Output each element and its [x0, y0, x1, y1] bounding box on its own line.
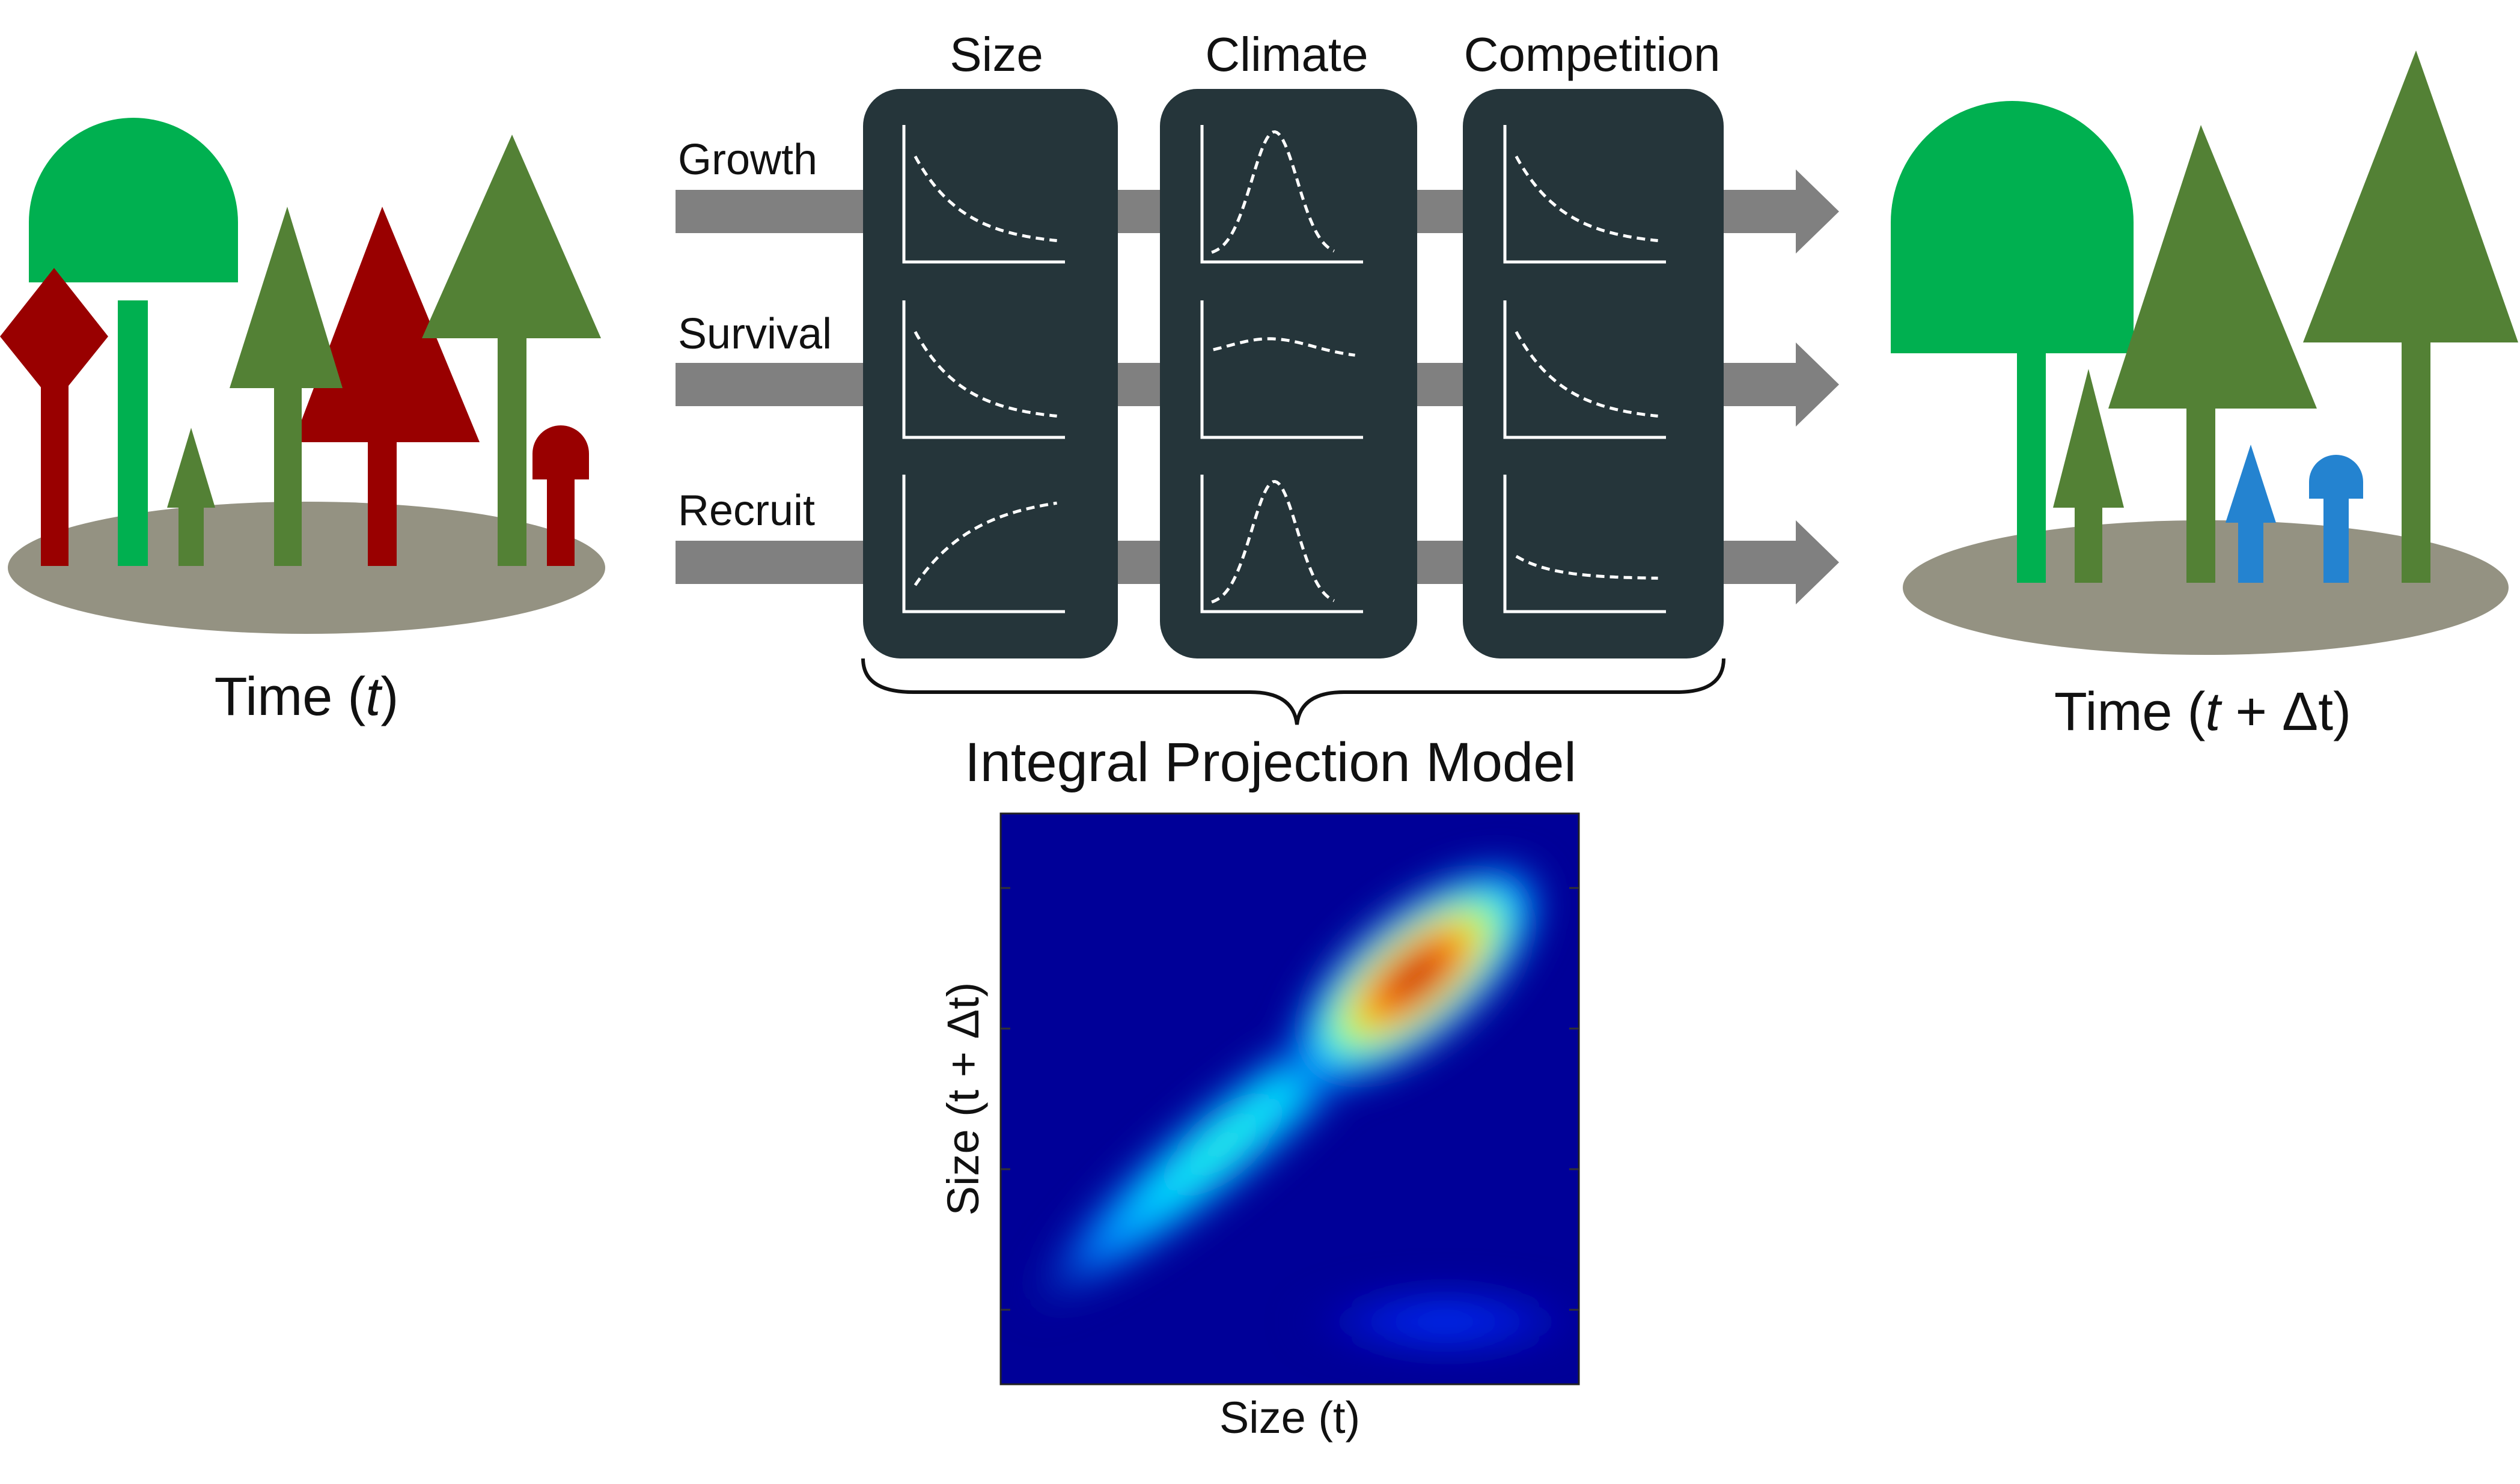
- axes-survival-size: [902, 300, 1065, 439]
- right-forest-illustration: [1891, 50, 2518, 655]
- axes-growth-competition: [1503, 125, 1666, 264]
- column-label-climate: Climate: [1205, 28, 1368, 81]
- model-brace: [861, 658, 1725, 725]
- kernel-peak: [1281, 857, 1550, 1096]
- axes-survival-competition: [1503, 300, 1666, 439]
- axes-recruit-competition: [1503, 475, 1666, 613]
- right-ground: [1903, 520, 2509, 655]
- model-title: Integral Projection Model: [965, 732, 1576, 793]
- recruit-flow-arrow: [676, 520, 1839, 604]
- curve-survival-size: [914, 330, 1057, 418]
- right-time-caption: Time (t + Δt): [2054, 682, 2351, 742]
- growth-flow-arrow: [676, 169, 1839, 254]
- curve-survival-climate: [1213, 337, 1355, 357]
- axes-survival-climate: [1200, 300, 1363, 439]
- row-label-recruit: Recruit: [678, 487, 815, 535]
- left-ground: [8, 502, 605, 634]
- curve-growth-size: [914, 155, 1057, 242]
- curve-growth-competition: [1515, 155, 1658, 242]
- curve-recruit-climate: [1211, 479, 1335, 604]
- flow-arrows: [676, 169, 1839, 604]
- axes-growth-climate: [1200, 125, 1363, 264]
- column-label-competition: Competition: [1464, 28, 1721, 81]
- panel-climate: [1160, 89, 1417, 658]
- left-forest-illustration: [0, 118, 605, 634]
- heatmap-ylabel: Size (t + Δt): [938, 982, 988, 1216]
- vital-rate-panels: [863, 89, 1724, 658]
- row-label-growth: Growth: [678, 136, 817, 184]
- curve-growth-climate: [1211, 130, 1335, 254]
- axes-recruit-climate: [1200, 475, 1363, 613]
- left-time-caption: Time (t): [215, 667, 399, 727]
- row-label-survival: Survival: [678, 310, 832, 358]
- kernel-recruit-blob: [1289, 1285, 1579, 1359]
- ipm-kernel-heatmap: [999, 812, 1580, 1385]
- column-label-size: Size: [950, 28, 1043, 81]
- axes-growth-size: [902, 125, 1065, 264]
- curve-recruit-competition: [1515, 555, 1658, 580]
- axes-recruit-size: [902, 475, 1065, 613]
- curve-recruit-size: [914, 501, 1057, 586]
- heatmap-xlabel: Size (t): [1219, 1393, 1360, 1443]
- survival-flow-arrow: [676, 342, 1839, 427]
- panel-size: [863, 89, 1118, 658]
- panel-competition: [1463, 89, 1724, 658]
- curve-survival-competition: [1515, 330, 1658, 418]
